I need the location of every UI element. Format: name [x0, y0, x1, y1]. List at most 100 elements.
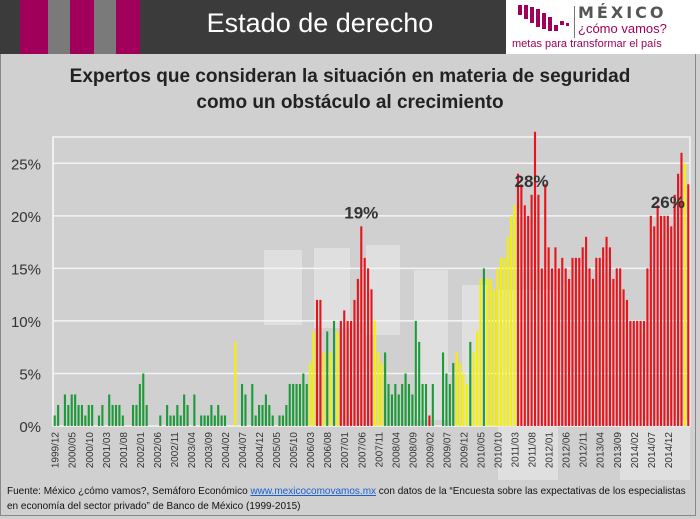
bar	[602, 247, 605, 426]
x-tick-label: 2000/05	[68, 432, 79, 469]
bar	[687, 184, 690, 426]
bar	[339, 320, 342, 426]
bar	[186, 404, 189, 426]
annotation-label: 26%	[651, 193, 685, 212]
bar	[159, 415, 162, 426]
bar	[384, 352, 387, 426]
bar	[390, 394, 393, 426]
bar	[441, 352, 445, 426]
bar	[407, 383, 411, 426]
logo-divider	[574, 6, 575, 38]
bar	[101, 404, 104, 426]
bar	[649, 215, 652, 426]
bar	[131, 404, 135, 426]
bar	[346, 320, 349, 426]
bar	[414, 320, 417, 426]
bar	[319, 299, 322, 426]
x-tick-label: 2009/07	[442, 432, 453, 469]
bar	[241, 383, 244, 426]
bar	[373, 320, 376, 426]
x-tick-label: 2002/11	[170, 432, 181, 468]
bar	[625, 299, 629, 426]
bar	[680, 152, 683, 426]
bar	[588, 268, 591, 426]
x-tick-label: 2014/07	[647, 432, 658, 469]
source-link[interactable]: www.mexicocomovamos.mx	[250, 486, 377, 497]
bar	[285, 404, 288, 426]
x-tick-label: 2012/01	[545, 432, 556, 469]
bar	[401, 383, 404, 426]
bar	[605, 236, 608, 426]
bar	[295, 383, 298, 426]
y-tick-label: 20%	[11, 209, 41, 226]
bar	[469, 341, 472, 426]
logo	[506, 0, 700, 54]
chart-title-text: Expertos que consideran la situación en …	[69, 66, 631, 113]
bar	[486, 278, 489, 426]
bar	[63, 394, 66, 426]
y-tick-label: 25%	[11, 156, 41, 173]
bar	[472, 352, 475, 426]
bar	[503, 257, 506, 426]
bar	[288, 383, 291, 426]
bar	[448, 383, 451, 426]
bar	[540, 268, 543, 426]
y-tick-label: 15%	[11, 261, 41, 278]
bar	[554, 247, 557, 426]
bar	[251, 383, 254, 426]
bar	[138, 383, 141, 426]
bar	[598, 257, 601, 426]
bar	[591, 278, 594, 426]
x-tick-label: 2001/08	[119, 432, 130, 469]
x-tick-label: 2003/04	[187, 432, 198, 469]
bar	[459, 362, 462, 426]
bar	[465, 383, 468, 426]
bar	[84, 415, 87, 426]
bar	[493, 289, 496, 426]
bar	[622, 289, 625, 426]
x-tick-label: 2011/08	[528, 432, 539, 468]
bar	[530, 194, 533, 426]
bar	[646, 268, 649, 426]
bar	[547, 247, 550, 426]
bar	[302, 373, 305, 426]
bar	[544, 184, 547, 426]
bar	[305, 383, 308, 426]
annotation-label: 19%	[344, 203, 378, 222]
bar	[677, 173, 680, 426]
header-stripe	[94, 0, 116, 54]
header-stripe	[70, 0, 94, 54]
bar	[489, 278, 492, 426]
bar	[353, 299, 356, 426]
bar	[193, 394, 196, 426]
bar	[261, 404, 264, 426]
bar	[118, 404, 121, 426]
source-note: Fuente: México ¿cómo vamos?, Semáforo Ec…	[7, 484, 693, 514]
bar	[476, 331, 479, 426]
bar	[264, 394, 267, 426]
bar	[571, 257, 574, 426]
bar	[312, 331, 315, 426]
bar	[520, 184, 523, 426]
bar	[183, 394, 186, 426]
bar	[223, 415, 227, 426]
bar	[74, 394, 77, 426]
bar	[57, 404, 60, 426]
bar	[445, 373, 448, 426]
x-tick-label: 2014/02	[630, 432, 641, 469]
bar	[77, 404, 80, 426]
bar	[350, 320, 353, 426]
bar	[217, 404, 220, 426]
bar	[578, 257, 581, 426]
bar	[166, 404, 169, 426]
bar	[431, 383, 434, 426]
x-tick-label: 2007/01	[340, 432, 351, 469]
bar	[629, 320, 632, 426]
source-prefix: Fuente: México ¿cómo vamos?, Semáforo Ec…	[7, 486, 251, 497]
x-tick-label: 2014/12	[664, 432, 675, 469]
logo-bars-icon	[518, 5, 569, 31]
bar	[268, 404, 271, 426]
bar	[91, 404, 94, 426]
bar	[172, 415, 175, 426]
bar	[564, 268, 567, 426]
